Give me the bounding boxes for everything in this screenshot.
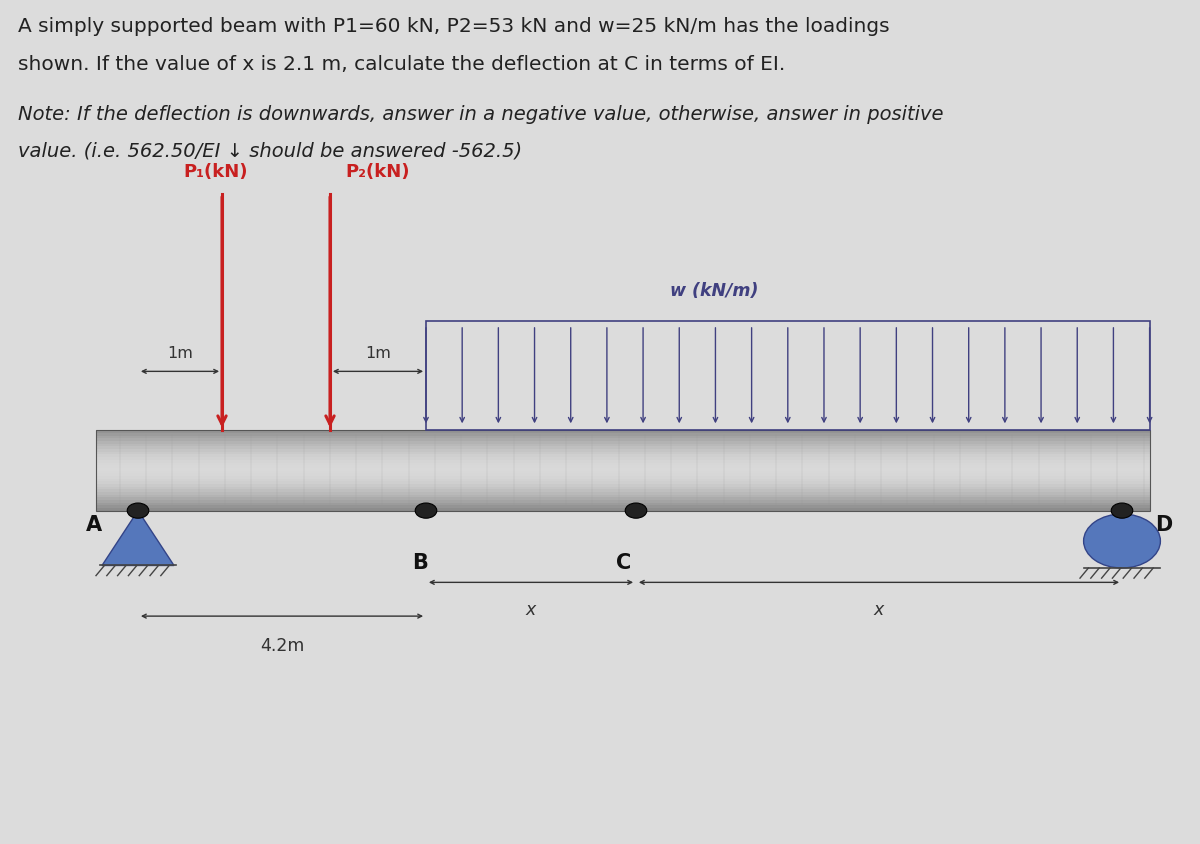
Bar (96, 473, 1150, 476)
Bar (96, 465, 1150, 468)
Bar (96, 502, 1150, 506)
Text: A simply supported beam with P1=60 kN, P2=53 kN and w=25 kN/m has the loadings: A simply supported beam with P1=60 kN, P… (18, 17, 889, 36)
Bar (96, 500, 1150, 502)
Bar (96, 452, 1150, 454)
Circle shape (625, 503, 647, 518)
Bar (96, 490, 1150, 492)
Text: value. (i.e. 562.50/EI ↓ should be answered -562.5): value. (i.e. 562.50/EI ↓ should be answe… (18, 142, 522, 161)
Bar (96, 430, 1150, 433)
Bar (96, 492, 1150, 495)
Bar (96, 476, 1150, 479)
Bar (96, 460, 1150, 463)
Text: P₂(kN): P₂(kN) (346, 164, 410, 181)
Bar (96, 433, 1150, 436)
Text: w (kN/m): w (kN/m) (670, 282, 758, 300)
Text: A: A (86, 515, 102, 535)
Bar (96, 449, 1150, 452)
Bar (96, 508, 1150, 511)
Bar (96, 481, 1150, 484)
Bar (96, 463, 1150, 465)
Circle shape (1084, 514, 1160, 568)
Bar (96, 444, 1150, 446)
Bar (96, 454, 1150, 457)
Circle shape (1111, 503, 1133, 518)
Bar (96, 495, 1150, 497)
Text: P₁(kN): P₁(kN) (184, 164, 248, 181)
Text: x: x (526, 601, 536, 619)
Bar (96, 468, 1150, 470)
Text: D: D (1156, 515, 1172, 535)
Bar (96, 430, 1150, 511)
Bar (96, 446, 1150, 449)
Bar (426, 321, 1150, 430)
Polygon shape (102, 511, 174, 565)
Text: B: B (412, 553, 428, 573)
Text: 1m: 1m (365, 346, 391, 361)
Bar (96, 479, 1150, 481)
Circle shape (415, 503, 437, 518)
Bar (96, 497, 1150, 500)
Bar (96, 486, 1150, 490)
Text: 4.2m: 4.2m (260, 637, 304, 655)
Bar (96, 436, 1150, 439)
Bar (96, 441, 1150, 444)
Bar (96, 439, 1150, 441)
Bar (96, 470, 1150, 473)
Text: shown. If the value of x is 2.1 m, calculate the deflection at C in terms of EI.: shown. If the value of x is 2.1 m, calcu… (18, 55, 785, 74)
Text: Note: If the deflection is downwards, answer in a negative value, otherwise, ans: Note: If the deflection is downwards, an… (18, 106, 943, 125)
Bar (96, 506, 1150, 508)
Bar (96, 484, 1150, 486)
Text: 1m: 1m (167, 346, 193, 361)
Text: C: C (617, 553, 631, 573)
Text: x: x (874, 601, 884, 619)
Circle shape (127, 503, 149, 518)
Bar (96, 457, 1150, 460)
